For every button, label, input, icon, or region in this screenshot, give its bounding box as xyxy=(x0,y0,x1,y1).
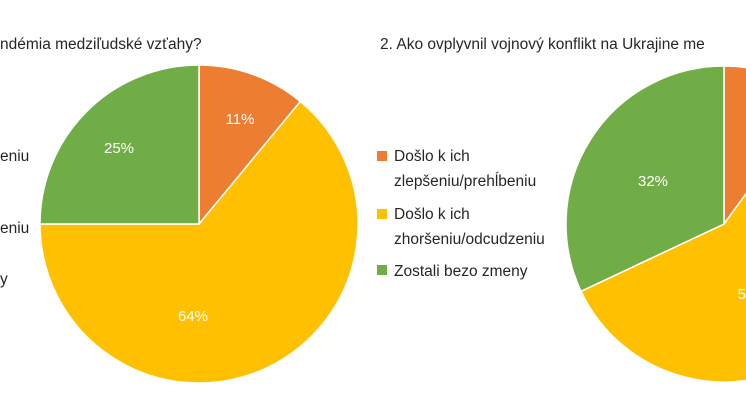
chart-2-legend: Došlo k ich zlepšeniu/prehĺbeniu Došlo k… xyxy=(377,148,545,280)
legend-label-worsened-line1: Došlo k ich xyxy=(394,206,470,223)
chart-2-slice-1 xyxy=(723,65,746,227)
chart-1-slice-2 xyxy=(39,100,359,384)
chart-1: ndémia medziľudské vzťahy? 11% 64% 25% eni… xyxy=(0,36,359,384)
legend-swatch-improved xyxy=(377,151,387,161)
chart-2-slice-3 xyxy=(565,65,725,293)
chart-2-title: 2. Ako ovplyvnil vojnový konflikt na Ukr… xyxy=(380,36,705,53)
chart-1-slice-1 xyxy=(198,64,302,227)
chart-1-pie: 11% 64% 25% xyxy=(39,64,359,384)
chart-2-data-label-2: 5 xyxy=(738,286,746,303)
chart-1-legend-fragment-3: y xyxy=(0,271,8,288)
legend-swatch-worsened xyxy=(377,209,387,219)
chart-2-data-label-3: 32% xyxy=(638,173,668,190)
chart-2-pie: 5 32% xyxy=(565,65,746,383)
chart-2: 2. Ako ovplyvnil vojnový konflikt na Ukr… xyxy=(377,36,746,383)
chart-1-title: ndémia medziľudské vzťahy? xyxy=(0,36,202,53)
chart-1-legend-fragment-1: eniu xyxy=(0,148,29,165)
chart-1-data-label-2: 64% xyxy=(178,308,208,325)
chart-1-legend-fragment-2: eniu xyxy=(0,220,29,237)
legend-label-improved-line1: Došlo k ich xyxy=(394,148,470,165)
legend-swatch-unchanged xyxy=(377,265,387,275)
chart-1-data-label-1: 11% xyxy=(226,111,255,128)
chart-1-data-label-3: 25% xyxy=(104,140,134,157)
chart-1-slice-3 xyxy=(39,64,200,225)
legend-label-improved-line2: zlepšeniu/prehĺbeniu xyxy=(394,172,536,190)
legend-label-worsened-line2: zhoršeniu/odcudzeniu xyxy=(394,231,545,248)
legend-label-unchanged: Zostali bezo zmeny xyxy=(394,263,528,280)
chart-2-slice-2 xyxy=(580,192,746,383)
